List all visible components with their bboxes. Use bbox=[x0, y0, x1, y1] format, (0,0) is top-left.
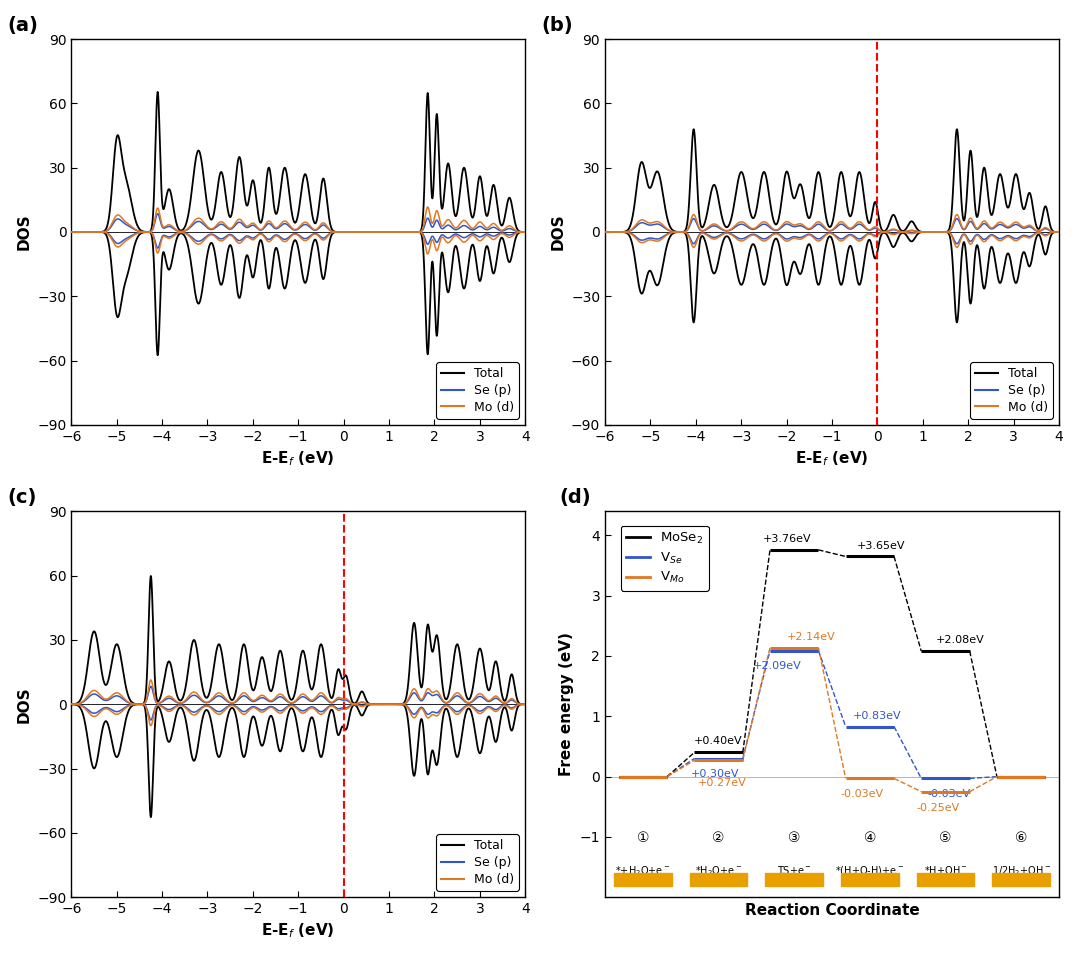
Text: -0.03eV: -0.03eV bbox=[840, 790, 883, 799]
Legend: Total, Se (p), Mo (d): Total, Se (p), Mo (d) bbox=[436, 835, 519, 891]
Text: ①: ① bbox=[636, 831, 649, 845]
Text: +0.83eV: +0.83eV bbox=[853, 711, 902, 722]
Y-axis label: DOS: DOS bbox=[16, 213, 31, 251]
Text: (c): (c) bbox=[8, 488, 37, 507]
Bar bbox=[690, 873, 747, 886]
Text: +0.30eV: +0.30eV bbox=[690, 769, 739, 779]
Text: *H$_2$O+e$^-$: *H$_2$O+e$^-$ bbox=[694, 864, 742, 878]
Text: +2.08eV: +2.08eV bbox=[936, 635, 985, 645]
Text: *(H+O-H)+e$^-$: *(H+O-H)+e$^-$ bbox=[835, 864, 904, 877]
Text: +3.76eV: +3.76eV bbox=[762, 534, 811, 545]
X-axis label: E-E$_f$ (eV): E-E$_f$ (eV) bbox=[795, 450, 868, 468]
Text: ⑤: ⑤ bbox=[940, 831, 951, 845]
Text: +0.40eV: +0.40eV bbox=[694, 737, 743, 746]
Legend: Total, Se (p), Mo (d): Total, Se (p), Mo (d) bbox=[970, 362, 1053, 419]
X-axis label: E-E$_f$ (eV): E-E$_f$ (eV) bbox=[261, 450, 335, 468]
Bar bbox=[766, 873, 823, 886]
Y-axis label: Free energy (eV): Free energy (eV) bbox=[559, 633, 575, 776]
Bar bbox=[841, 873, 899, 886]
Text: 1/2H$_2$+OH$^-$: 1/2H$_2$+OH$^-$ bbox=[991, 864, 1051, 878]
Bar bbox=[917, 873, 974, 886]
Text: +2.14eV: +2.14eV bbox=[786, 633, 835, 642]
Text: -0.25eV: -0.25eV bbox=[916, 803, 959, 812]
Text: *H+OH$^-$: *H+OH$^-$ bbox=[923, 864, 968, 876]
Text: (b): (b) bbox=[541, 16, 573, 35]
X-axis label: E-E$_f$ (eV): E-E$_f$ (eV) bbox=[261, 922, 335, 941]
Text: ②: ② bbox=[713, 831, 725, 845]
Text: +0.27eV: +0.27eV bbox=[698, 778, 746, 789]
Text: ③: ③ bbox=[788, 831, 800, 845]
Text: ⑥: ⑥ bbox=[1015, 831, 1027, 845]
Y-axis label: DOS: DOS bbox=[16, 686, 31, 723]
Text: +3.65eV: +3.65eV bbox=[856, 541, 905, 551]
Legend: MoSe$_2$, V$_{Se}$, V$_{Mo}$: MoSe$_2$, V$_{Se}$, V$_{Mo}$ bbox=[621, 525, 708, 590]
Text: (d): (d) bbox=[559, 488, 592, 507]
Text: TS+e$^-$: TS+e$^-$ bbox=[777, 864, 811, 876]
Text: (a): (a) bbox=[8, 16, 39, 35]
Bar bbox=[993, 873, 1050, 886]
Text: +2.09eV: +2.09eV bbox=[753, 661, 802, 672]
Legend: Total, Se (p), Mo (d): Total, Se (p), Mo (d) bbox=[436, 362, 519, 419]
Text: -0.03eV: -0.03eV bbox=[928, 790, 971, 799]
Text: ④: ④ bbox=[864, 831, 876, 845]
Y-axis label: DOS: DOS bbox=[551, 213, 566, 251]
Bar bbox=[615, 873, 672, 886]
X-axis label: Reaction Coordinate: Reaction Coordinate bbox=[744, 902, 919, 918]
Text: *+H$_2$O+e$^-$: *+H$_2$O+e$^-$ bbox=[616, 864, 671, 878]
